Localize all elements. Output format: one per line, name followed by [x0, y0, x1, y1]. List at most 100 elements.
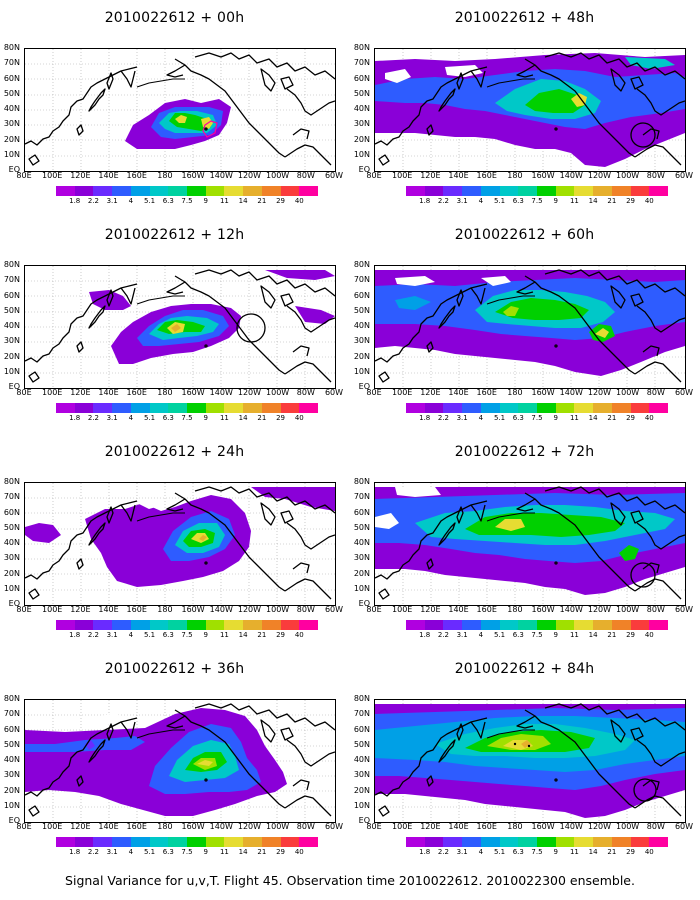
colorbar-label: 2.2 — [87, 414, 99, 422]
lat-label: 10N — [353, 800, 370, 810]
lon-label: 60W — [324, 605, 344, 614]
lon-label: 100E — [42, 388, 63, 397]
panel-24h: 2010022612 + 24h 80N 70N 60N 50N 40N 30N 20N 10… — [2, 444, 347, 664]
colorbar-swatch — [443, 403, 463, 413]
colorbar-label: 40 — [644, 197, 654, 205]
lon-label: 100W — [616, 171, 640, 180]
lon-label: 160E — [476, 605, 497, 614]
lon-axis: 80E 100E 120E 140E 160E 180 160W 140W 120W 100W 80… — [8, 823, 348, 833]
lat-label: 70N — [353, 275, 370, 285]
lat-label: 80N — [353, 43, 370, 52]
lat-label: 70N — [3, 58, 20, 68]
lon-label: 180 — [157, 171, 173, 180]
lon-label: 140W — [209, 171, 233, 180]
lon-label: 120W — [587, 822, 612, 831]
lon-label: 160E — [476, 388, 497, 397]
colorbar-label: 5.1 — [493, 848, 506, 856]
lon-label: 140E — [98, 605, 119, 614]
colorbar-swatch — [424, 186, 444, 196]
lat-label: 50N — [353, 522, 370, 532]
colorbar-label: 6.3 — [162, 848, 174, 856]
colorbar-label: 1.8 — [419, 848, 431, 856]
colorbar-swatch — [537, 837, 556, 847]
colorbar-swatch — [593, 837, 612, 847]
colorbar-swatch — [555, 403, 575, 413]
colorbar-swatch — [74, 186, 94, 196]
lon-label: 100E — [392, 822, 413, 831]
colorbar-swatch — [130, 620, 150, 630]
colorbar-label: 14 — [238, 631, 248, 639]
colorbar-labels: 1.8 2.2 3.1 4 5.1 6.3 7.5 9 11 14 21 29 40 — [56, 415, 318, 423]
map-area — [374, 482, 686, 606]
lon-label: 80E — [16, 822, 32, 831]
colorbar-label: 29 — [276, 197, 286, 205]
colorbar-swatch — [149, 403, 169, 413]
lon-label: 100E — [392, 605, 413, 614]
colorbar-label: 14 — [238, 848, 248, 856]
colorbar-label: 3.1 — [106, 414, 118, 422]
lat-label: EQ — [8, 382, 20, 391]
lat-label: 30N — [353, 119, 370, 129]
colorbar-label: 7.5 — [531, 197, 543, 205]
lon-label: 160E — [476, 822, 497, 831]
lat-label: 60N — [353, 290, 370, 300]
lon-label: 160W — [531, 388, 555, 397]
lon-label: 100W — [266, 822, 290, 831]
colorbar-swatch — [537, 620, 556, 630]
colorbar-swatch — [112, 403, 131, 413]
colorbar-swatch — [518, 403, 538, 413]
lat-label: 10N — [3, 583, 20, 593]
panel-title: 2010022612 + 84h — [454, 661, 595, 677]
lon-label: 120W — [237, 822, 262, 831]
colorbar-swatch — [93, 837, 113, 847]
colorbar-label: 6.3 — [162, 631, 174, 639]
colorbar-swatch — [261, 186, 281, 196]
panel-12h: 2010022612 + 12h 80N 70N 60N 50N 40N 30N 20N 10… — [2, 227, 347, 447]
colorbar-swatch — [593, 186, 612, 196]
colorbar-swatch — [261, 620, 281, 630]
colorbar-label: 29 — [276, 631, 286, 639]
map-area — [24, 699, 336, 823]
colorbar-labels: 1.8 2.2 3.1 4 5.1 6.3 7.5 9 11 14 21 29 40 — [406, 198, 668, 206]
colorbar-label: 4 — [128, 631, 134, 639]
panel-title: 2010022612 + 24h — [104, 444, 245, 460]
lat-label: 10N — [353, 366, 370, 376]
colorbar-swatch — [93, 620, 113, 630]
lat-label: 70N — [353, 58, 370, 68]
lon-label: 120E — [70, 605, 91, 614]
colorbar-label: 5.1 — [143, 631, 156, 639]
lat-label: 20N — [3, 568, 20, 578]
map-area — [24, 482, 336, 606]
lat-label: 50N — [3, 522, 20, 532]
colorbar-label: 4 — [478, 631, 484, 639]
colorbar-label: 29 — [276, 848, 286, 856]
colorbar-label: 2.2 — [87, 848, 99, 856]
colorbar-swatch — [462, 620, 481, 630]
colorbar-label: 9 — [553, 631, 558, 639]
colorbar-label: 4 — [478, 848, 484, 856]
colorbar-label: 21 — [607, 414, 617, 422]
lat-label: 50N — [353, 305, 370, 315]
lon-label: 80W — [646, 605, 665, 614]
colorbar-label: 9 — [553, 848, 558, 856]
colorbar-label: 4 — [128, 414, 134, 422]
colorbar-swatch — [205, 403, 225, 413]
colorbar-swatch — [480, 186, 500, 196]
panel-title: 2010022612 + 36h — [104, 661, 245, 677]
lon-label: 80E — [366, 605, 382, 614]
colorbar-label: 9 — [553, 197, 558, 205]
lat-label: 50N — [3, 88, 20, 98]
colorbar-swatch — [424, 837, 444, 847]
colorbar-label: 11 — [219, 631, 229, 639]
colorbar-label: 11 — [219, 197, 229, 205]
colorbar-label: 14 — [238, 197, 248, 205]
colorbar-swatch — [518, 837, 538, 847]
colorbar-label: 29 — [276, 414, 286, 422]
colorbar-swatch — [537, 403, 556, 413]
colorbar-label: 11 — [569, 848, 579, 856]
colorbar-label: 11 — [569, 414, 579, 422]
colorbar-label: 1.8 — [419, 631, 431, 639]
colorbar — [406, 837, 669, 847]
lon-label: 140E — [98, 822, 119, 831]
colorbar-label: 21 — [257, 197, 267, 205]
